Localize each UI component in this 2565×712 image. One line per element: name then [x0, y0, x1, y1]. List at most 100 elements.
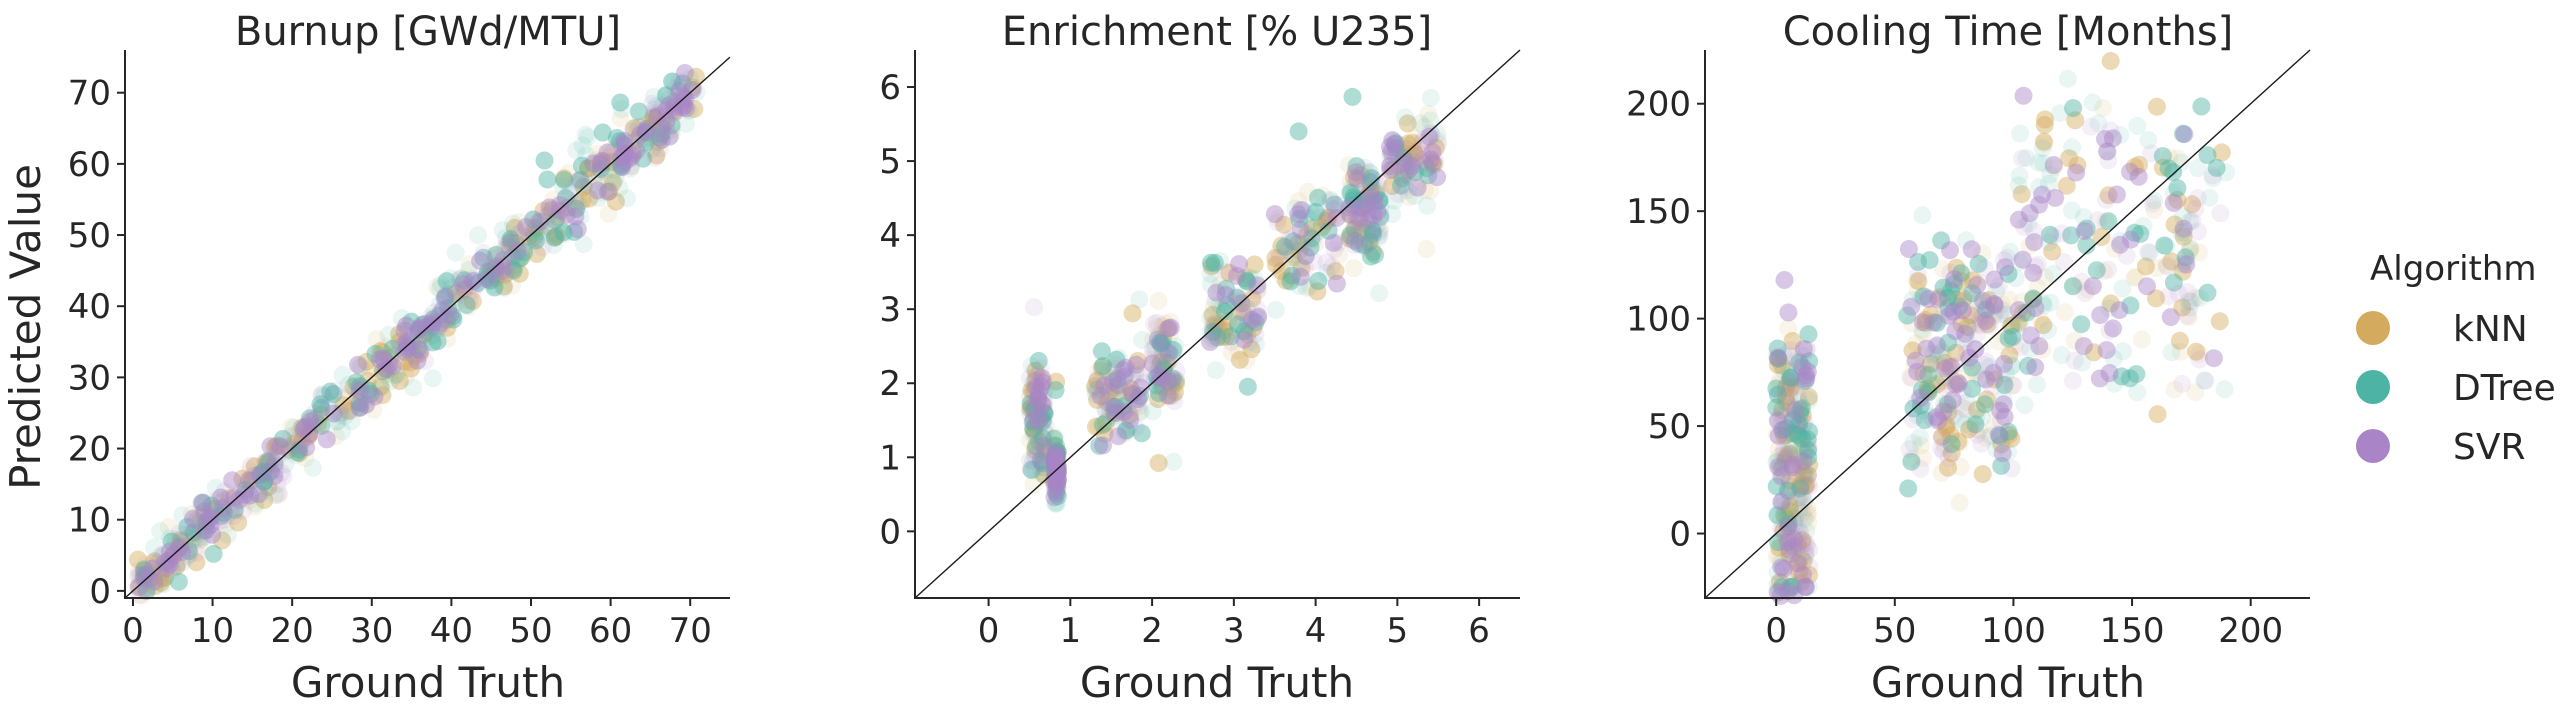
- burnup-point-svr: [170, 523, 189, 542]
- cooling-time-point-knn: [1922, 382, 1941, 401]
- enrichment-point-knn: [1275, 215, 1294, 234]
- burnup-point-svr: [195, 521, 213, 540]
- burnup-point-svr: [485, 265, 504, 284]
- cooling-time-point-dtree: [1903, 290, 1922, 309]
- burnup-point-svr: [433, 301, 452, 320]
- enrichment-point-svr: [1227, 287, 1246, 306]
- enrichment-point-dtree: [1246, 335, 1265, 354]
- enrichment-point-svr: [1028, 430, 1047, 449]
- enrichment-point-dtree: [1033, 412, 1052, 431]
- enrichment-point-dtree: [1116, 421, 1135, 440]
- cooling-time-point-knn: [1939, 403, 1958, 422]
- enrichment-point-knn: [1355, 186, 1373, 205]
- cooling-time-point-svr: [1982, 377, 2001, 396]
- cooling-time-point-dtree: [1800, 422, 1818, 441]
- burnup-point-svr: [137, 581, 156, 600]
- burnup-point-dtree: [485, 278, 504, 297]
- cooling-time-point-knn: [1793, 531, 1812, 550]
- enrichment-point-dtree: [1235, 321, 1253, 340]
- cooling-time-point-dtree: [2003, 356, 2021, 375]
- cooling-time-point-dtree: [2134, 217, 2153, 235]
- burnup-point-knn: [579, 159, 598, 178]
- burnup-point-svr: [410, 319, 429, 337]
- enrichment-point-dtree: [1160, 339, 1179, 358]
- enrichment-point-svr: [1413, 145, 1432, 164]
- cooling-time-point-svr: [1991, 401, 2010, 420]
- burnup-point-dtree: [423, 317, 441, 336]
- enrichment-point-knn: [1390, 156, 1409, 174]
- burnup-point-dtree: [535, 151, 554, 170]
- cooling-time-point-knn: [1792, 437, 1811, 456]
- enrichment-point-svr: [1046, 457, 1065, 476]
- burnup-point-knn: [625, 145, 644, 163]
- burnup-point-svr: [306, 410, 325, 429]
- burnup-point-svr: [660, 96, 679, 115]
- burnup-point-dtree: [432, 275, 451, 294]
- cooling-time-points: [1767, 52, 2236, 605]
- cooling-time-point-dtree: [2009, 176, 2028, 195]
- burnup-point-dtree: [312, 416, 331, 435]
- cooling-time-point-knn: [2000, 346, 2019, 365]
- cooling-time-point-knn: [1941, 426, 1960, 445]
- cooling-time-point-knn: [1783, 332, 1802, 350]
- cooling-time-point-knn: [2190, 243, 2208, 262]
- burnup-point-knn: [132, 586, 151, 605]
- cooling-time-point-knn: [1792, 451, 1811, 470]
- burnup-point-svr: [171, 537, 190, 556]
- enrichment-point-dtree: [1158, 343, 1177, 362]
- cooling-time-point-svr: [2030, 195, 2048, 214]
- enrichment-point-svr: [1027, 372, 1046, 390]
- cooling-time-point-knn: [1789, 531, 1808, 550]
- cooling-time-point-dtree: [1774, 490, 1793, 508]
- cooling-time-point-dtree: [1767, 398, 1786, 417]
- enrichment-point-dtree: [1045, 429, 1064, 448]
- cooling-time-point-svr: [2063, 371, 2082, 390]
- enrichment-point-dtree: [1362, 191, 1380, 210]
- burnup-point-svr: [200, 508, 219, 527]
- burnup-point-dtree: [135, 560, 154, 579]
- cooling-time-point-svr: [1788, 534, 1807, 552]
- enrichment-point-svr: [1346, 163, 1365, 182]
- cooling-time-point-knn: [1958, 318, 1977, 336]
- enrichment-point-svr: [1318, 212, 1337, 231]
- enrichment-point-dtree: [1319, 221, 1338, 240]
- burnup-point-knn: [505, 218, 524, 237]
- enrichment-x-tick-label: 2: [1141, 611, 1163, 651]
- enrichment-point-knn: [1129, 402, 1148, 421]
- enrichment-point-knn: [1102, 378, 1121, 397]
- burnup-point-knn: [512, 248, 531, 267]
- burnup-x-tick-label: 20: [271, 611, 314, 651]
- cooling-time-point-svr: [1976, 312, 1995, 330]
- burnup-point-knn: [285, 434, 303, 453]
- cooling-time-point-svr: [2002, 459, 2021, 478]
- enrichment-point-dtree: [1032, 407, 1051, 426]
- cooling-time-identity-line: [1704, 49, 2311, 599]
- cooling-time-point-knn: [1782, 548, 1801, 567]
- cooling-time-point-svr: [2121, 230, 2140, 249]
- cooling-time-point-knn: [1977, 429, 1995, 447]
- burnup-point-dtree: [184, 523, 203, 542]
- burnup-point-dtree: [474, 248, 493, 267]
- enrichment-point-svr: [1235, 304, 1254, 323]
- burnup-point-knn: [297, 417, 316, 436]
- cooling-time-point-svr: [1942, 357, 1961, 376]
- cooling-time-point-dtree: [1793, 429, 1812, 448]
- cooling-time-x-tick-label: 100: [1981, 611, 2046, 651]
- enrichment-point-svr: [1421, 123, 1440, 142]
- cooling-time-point-knn: [1905, 355, 1924, 373]
- burnup-point-svr: [415, 314, 434, 333]
- cooling-time-point-svr: [1780, 387, 1799, 406]
- burnup-point-knn: [527, 244, 546, 263]
- enrichment-point-knn: [1233, 303, 1252, 322]
- burnup-point-dtree: [596, 173, 615, 192]
- enrichment-point-knn: [1031, 446, 1050, 465]
- burnup-point-svr: [350, 382, 369, 401]
- cooling-time-point-dtree: [1799, 448, 1818, 467]
- burnup-point-dtree: [401, 344, 420, 363]
- cooling-time-point-knn: [1799, 505, 1817, 524]
- burnup-point-knn: [463, 292, 482, 311]
- cooling-time-point-dtree: [2001, 242, 2020, 261]
- burnup-point-knn: [486, 263, 505, 282]
- enrichment-point-svr: [1364, 170, 1383, 189]
- burnup-point-knn: [487, 269, 505, 287]
